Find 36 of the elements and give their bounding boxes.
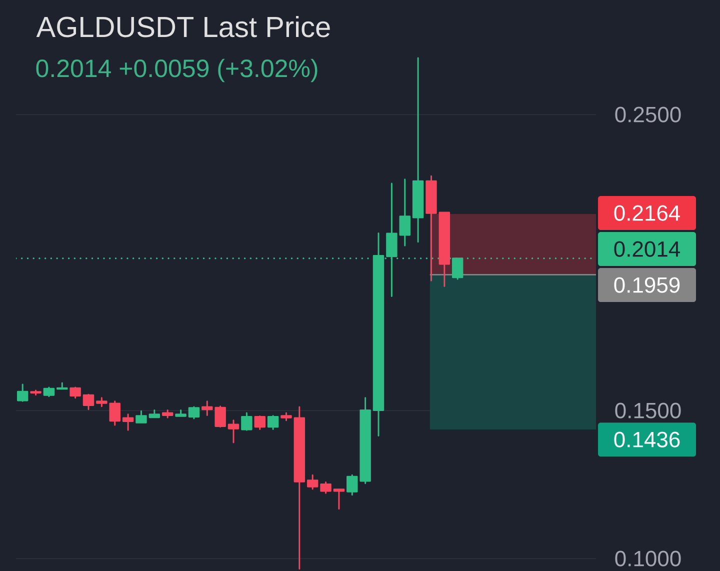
candlestick xyxy=(412,57,424,243)
candlestick xyxy=(438,212,450,287)
candlestick xyxy=(280,412,292,422)
candlestick xyxy=(175,410,186,417)
candlestick xyxy=(82,394,94,410)
candlestick xyxy=(162,410,174,418)
y-tick-label: 0.2500 xyxy=(615,106,681,122)
candlestick xyxy=(426,175,437,282)
band-label: 0.2164 xyxy=(614,205,680,221)
candlestick xyxy=(56,382,68,390)
chart-title: AGLDUSDT Last Price xyxy=(36,16,330,38)
ref-line-label: 0.2014 xyxy=(614,241,680,257)
candlestick xyxy=(16,384,28,402)
candlestick xyxy=(333,488,345,510)
candlestick xyxy=(320,481,332,494)
candlestick xyxy=(70,386,81,399)
text: 0.2014 +0.0059 (+3.02%) xyxy=(36,58,318,82)
band-label: 0.1436 xyxy=(614,432,680,448)
ref-line-label: 0.1959 xyxy=(614,277,680,293)
candlestick xyxy=(267,415,279,430)
candlestick xyxy=(122,414,134,431)
candlestick xyxy=(228,420,240,444)
candlestick xyxy=(306,474,318,490)
candlestick xyxy=(241,412,252,431)
candlestick xyxy=(254,415,266,430)
candlestick xyxy=(294,406,306,570)
y-tick-label: 0.1500 xyxy=(615,402,681,418)
candlestick xyxy=(109,400,120,426)
candlestick xyxy=(136,410,147,424)
candlestick xyxy=(148,410,160,418)
candlestick xyxy=(399,178,410,246)
candlestick xyxy=(96,397,108,408)
candlestick xyxy=(188,406,200,420)
candlestick xyxy=(30,390,42,396)
candlestick xyxy=(43,386,55,398)
y-tick-label: 0.1000 xyxy=(615,550,681,566)
